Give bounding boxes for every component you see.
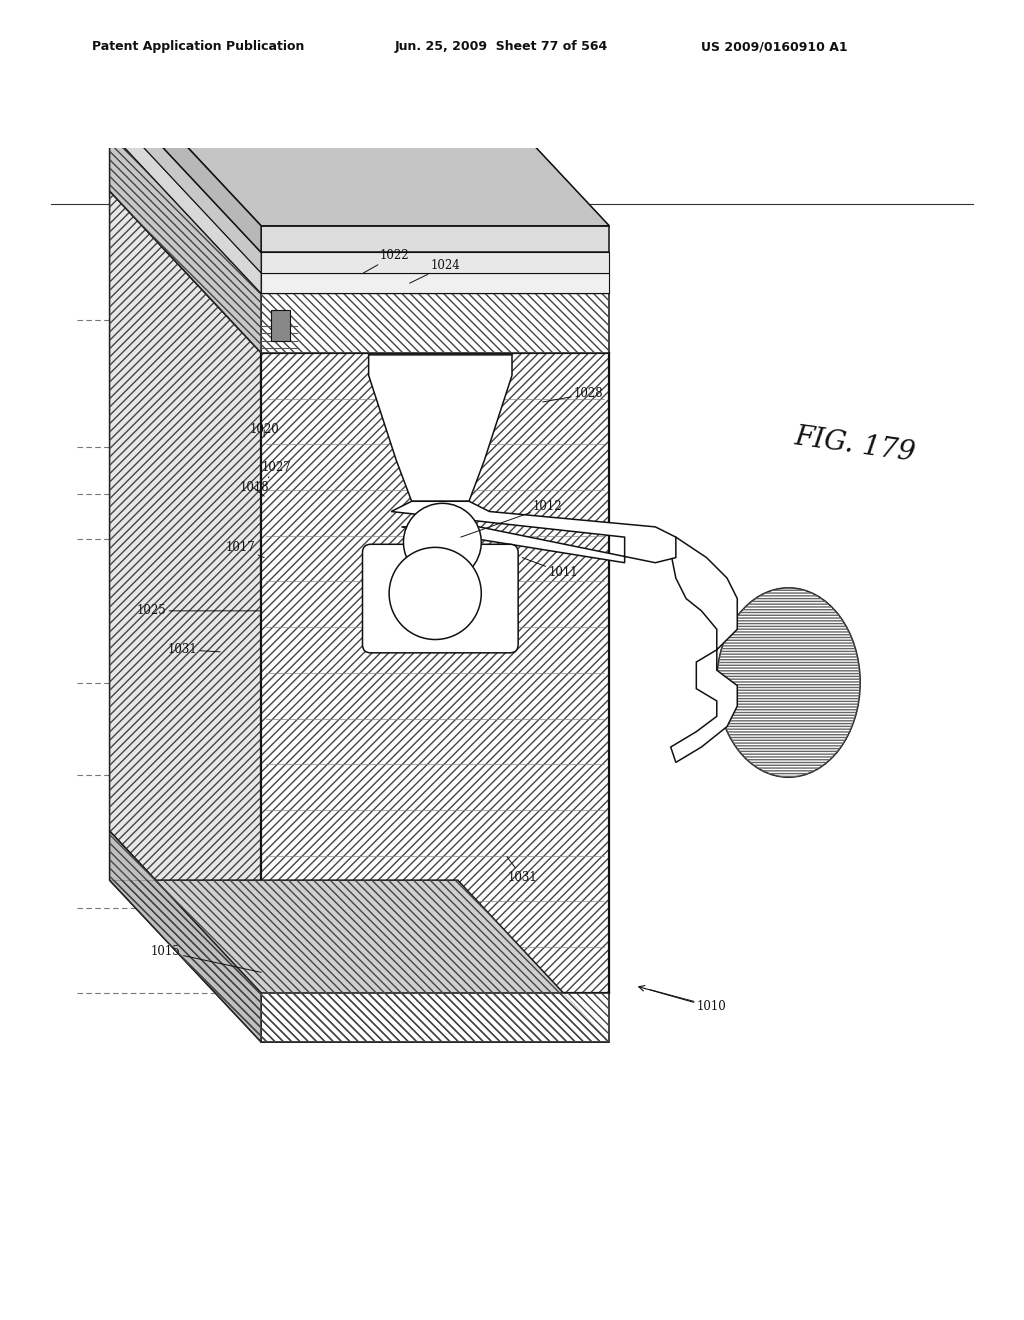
Polygon shape [110,91,261,273]
Polygon shape [671,537,737,763]
Polygon shape [110,132,261,352]
Polygon shape [271,310,290,341]
Polygon shape [261,226,609,252]
Text: 1010: 1010 [650,990,727,1012]
Text: Patent Application Publication: Patent Application Publication [92,40,304,53]
Circle shape [389,548,481,639]
Text: US 2009/0160910 A1: US 2009/0160910 A1 [701,40,848,53]
Polygon shape [110,191,609,352]
Text: 1025: 1025 [136,605,261,618]
Text: 1027: 1027 [261,461,292,478]
Text: 1028: 1028 [543,387,603,403]
FancyBboxPatch shape [362,544,518,653]
Polygon shape [110,880,609,1041]
Text: 1022: 1022 [364,249,409,273]
Text: 1031: 1031 [507,857,538,883]
Text: 1011: 1011 [522,557,578,579]
Polygon shape [261,273,609,293]
Text: Jun. 25, 2009  Sheet 77 of 564: Jun. 25, 2009 Sheet 77 of 564 [394,40,607,53]
Text: 1031: 1031 [167,643,220,656]
Polygon shape [110,65,261,252]
Text: 1020: 1020 [249,424,280,437]
Polygon shape [110,832,261,1041]
Polygon shape [110,65,609,226]
Text: 1024: 1024 [410,259,461,284]
Polygon shape [391,502,676,562]
Polygon shape [261,352,609,993]
Ellipse shape [717,587,860,777]
Circle shape [403,503,481,581]
Text: FIG. 179: FIG. 179 [793,424,918,467]
Polygon shape [261,993,609,1041]
Polygon shape [261,293,609,352]
Text: 1015: 1015 [151,945,261,973]
Text: 1012: 1012 [461,500,562,537]
Polygon shape [261,252,609,273]
Text: 1018: 1018 [240,482,268,496]
Polygon shape [110,111,261,293]
Text: 1017: 1017 [225,541,264,557]
Polygon shape [110,132,609,293]
Polygon shape [110,91,609,252]
Polygon shape [369,355,512,502]
Polygon shape [110,191,261,993]
Polygon shape [110,111,609,273]
